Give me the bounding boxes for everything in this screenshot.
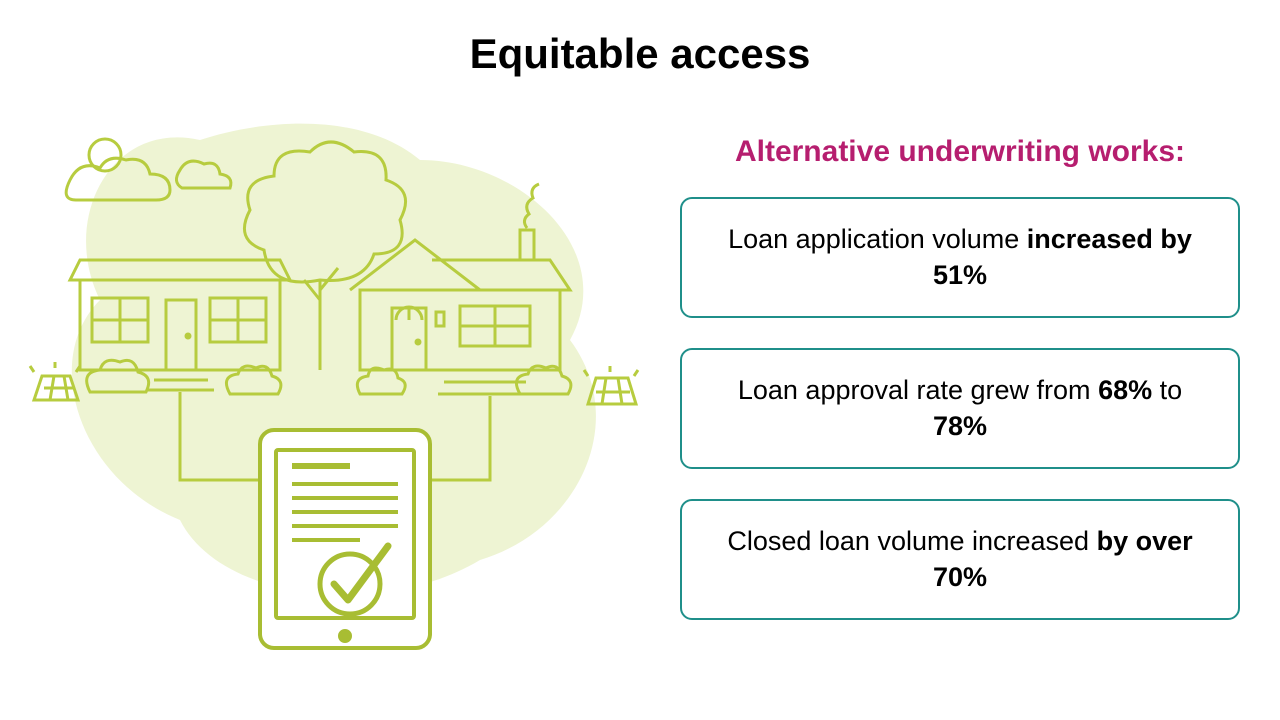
stat-bold: 68% (1098, 375, 1152, 405)
houses-tablet-svg (20, 100, 660, 660)
stats-heading: Alternative underwriting works: (680, 135, 1240, 169)
stat-box-3: Closed loan volume increased by over 70% (680, 499, 1240, 620)
neighborhood-illustration (20, 100, 660, 660)
stat-text: Loan approval rate grew from (738, 375, 1098, 405)
stats-panel: Alternative underwriting works: Loan app… (680, 135, 1240, 650)
stat-box-1: Loan application volume increased by 51% (680, 197, 1240, 318)
stat-bold: 78% (933, 411, 987, 441)
tablet-icon (260, 430, 430, 648)
stat-text: Loan application volume (728, 224, 1027, 254)
stat-text: Closed loan volume increased (727, 526, 1096, 556)
page-title: Equitable access (0, 30, 1280, 78)
stat-text: to (1152, 375, 1182, 405)
stat-box-2: Loan approval rate grew from 68% to 78% (680, 348, 1240, 469)
